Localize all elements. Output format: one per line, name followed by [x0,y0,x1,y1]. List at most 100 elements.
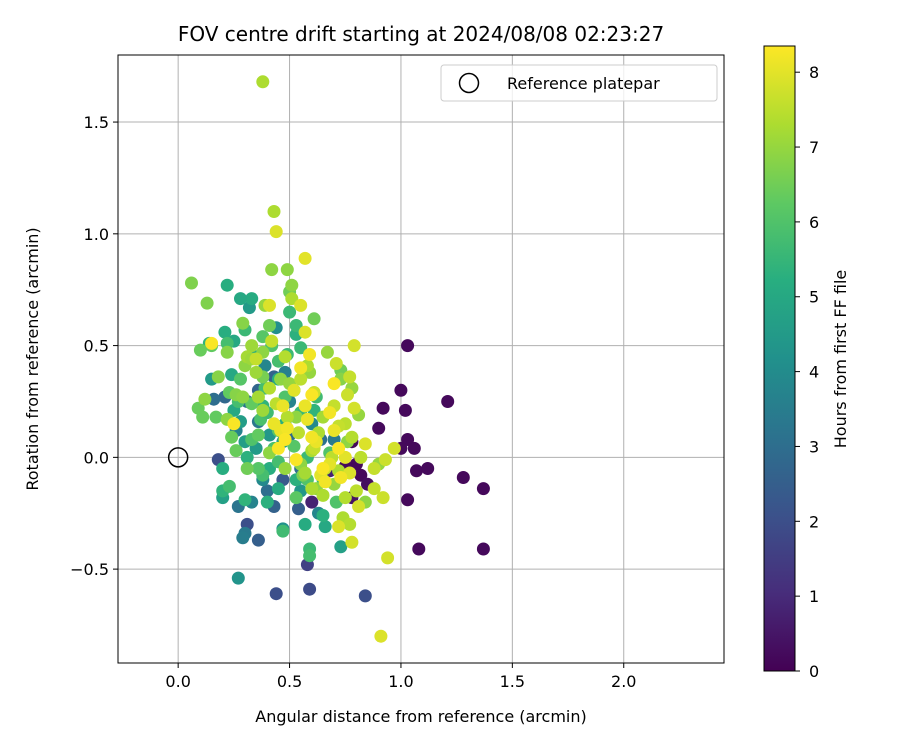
legend: Reference platepar [440,64,718,102]
data-point [334,471,348,484]
data-point [256,75,270,89]
colorbar-tick-label: 7 [809,138,819,157]
data-point [305,482,319,496]
data-point [265,263,279,277]
data-point [298,325,312,339]
data-point [251,428,265,442]
y-tick-label: −0.5 [70,560,109,579]
data-point [234,372,247,386]
data-point [343,517,357,531]
colorbar-tick-label: 4 [809,363,819,382]
colorbar-tick-label: 2 [809,512,819,531]
x-tick-label: 1.5 [500,672,525,691]
data-point [372,421,386,435]
data-point [185,276,198,290]
data-point [318,520,332,534]
data-point [263,298,276,312]
data-point [289,410,303,424]
data-point [216,462,230,475]
data-point [220,345,234,359]
data-point [300,412,314,426]
colorbar-tick-label: 6 [809,213,819,232]
data-point [287,439,301,453]
data-point [387,441,401,455]
data-point [269,587,283,601]
data-point [198,392,212,406]
data-point [205,336,219,350]
data-point [374,629,388,643]
data-point [292,426,305,440]
data-point [316,509,330,522]
data-point [271,441,285,455]
data-point [441,395,455,408]
colorbar-tick-label: 8 [809,63,819,82]
data-point [207,392,221,406]
data-point [303,582,317,596]
y-tick-label: 1.5 [84,113,109,132]
data-point [398,403,412,417]
data-point [220,278,234,292]
data-point [285,278,299,292]
data-point [294,372,308,386]
data-point [354,450,368,464]
plot-frame [117,54,725,664]
colorbar-gradient [763,45,796,672]
data-point [347,401,361,415]
data-point [278,462,292,475]
data-point [234,292,247,306]
x-axis-label: Angular distance from reference (arcmin) [255,707,586,726]
data-point [298,466,312,480]
data-point [238,493,252,507]
colorbar-tick-label: 0 [809,662,819,681]
data-point [236,316,250,330]
data-point [236,531,250,545]
data-point [352,500,366,513]
x-tick-label: 0.0 [165,672,190,691]
data-point [196,410,210,424]
data-point [218,325,232,339]
data-point [289,491,303,505]
data-point [345,430,359,444]
data-point [287,383,301,397]
data-points [185,75,490,643]
data-point [303,549,317,563]
data-point [249,365,263,379]
data-point [251,533,265,547]
data-point [354,468,368,482]
data-point [407,441,421,455]
colorbar-tick-label: 5 [809,288,819,307]
data-point [249,352,263,366]
data-point [294,298,308,312]
data-point [280,410,294,424]
colorbar-tick-label: 1 [809,587,819,606]
data-point [222,479,236,493]
data-point [285,292,299,306]
data-point [289,453,303,467]
data-point [341,388,354,402]
data-point [225,430,239,444]
data-point [401,339,415,353]
data-point [278,433,292,446]
legend-entry-reference: Reference platepar [507,74,660,93]
data-point [294,341,308,355]
data-point [258,359,272,373]
colorbar-label: Hours from first FF file [831,270,850,449]
data-point [298,399,312,413]
data-point [332,441,346,455]
data-point [378,453,392,467]
colorbar-ticks: 0 1 2 3 4 5 6 7 8 [795,63,819,681]
colorbar-tick-label: 3 [809,437,819,456]
data-point [231,571,245,585]
data-point [381,551,395,565]
data-point [263,381,276,395]
x-tick-label: 2.0 [611,672,636,691]
data-point [410,464,423,478]
data-point [209,410,223,424]
data-point [327,377,341,391]
data-point [376,401,390,415]
data-point [229,444,243,458]
x-axis-ticks: 0.0 0.5 1.0 1.5 2.0 [165,663,636,691]
y-axis-ticks: −0.5 0.0 0.5 1.0 1.5 [70,113,118,579]
data-point [260,484,274,498]
